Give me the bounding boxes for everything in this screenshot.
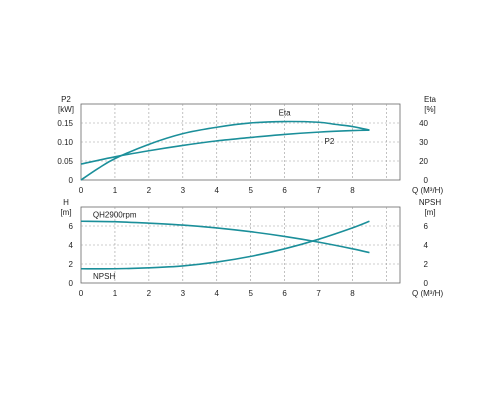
panel1-x-tick-label: 6 <box>282 186 287 195</box>
panel1-x-tick-label: 8 <box>350 186 355 195</box>
panel2-x-tick-label: 2 <box>147 289 152 298</box>
panel2-x-tick-label: 4 <box>215 289 220 298</box>
panel1-right-tick-label: 40 <box>419 119 428 128</box>
panel2-series-npsh-line <box>80 220 370 270</box>
panel2-left-tick-label: 6 <box>69 222 74 231</box>
panel2-left-tick-label: 2 <box>69 260 74 269</box>
panel1-right-tick-label: 0 <box>424 176 429 185</box>
panel2-x-tick-label: 0 <box>79 289 84 298</box>
panel2-right-tick-label: 4 <box>424 241 429 250</box>
panel1-left-tick-label: 0 <box>69 176 74 185</box>
panel2-left-tick-label: 0 <box>69 279 74 288</box>
panel2-series-qh2900rpm-label: QH2900rpm <box>93 211 137 220</box>
panel1-left-tick-label: 0.15 <box>57 119 73 128</box>
panel1-x-tick-label: 3 <box>181 186 186 195</box>
panel1-left-axis-title: P2 <box>61 95 71 104</box>
panel1-x-axis-title: Q (M³/H) <box>412 186 443 195</box>
panel2-x-tick-label: 6 <box>282 289 287 298</box>
panel1-x-tick-label: 2 <box>147 186 152 195</box>
panel1-x-tick-label: 1 <box>113 186 118 195</box>
panel2-left-axis-unit: [m] <box>60 208 71 217</box>
panel1-right-tick-label: 20 <box>419 157 428 166</box>
panel1-left-tick-label: 0.10 <box>57 138 73 147</box>
panel2-series-qh2900rpm-line <box>80 220 370 254</box>
panel1-series-p2-label: P2 <box>325 137 335 146</box>
panel1-x-tick-label: 4 <box>215 186 220 195</box>
panel2-right-tick-label: 6 <box>424 222 429 231</box>
panel1-left-tick-label: 0.05 <box>57 157 73 166</box>
panel1-x-tick-label: 0 <box>79 186 84 195</box>
panel2-x-axis-title: Q (M³/H) <box>412 289 443 298</box>
panel1-series-eta-label: Eta <box>279 109 292 118</box>
panel1-right-axis-unit: [%] <box>424 105 436 114</box>
panel2-x-tick-label: 1 <box>113 289 118 298</box>
panel1-x-tick-label: 7 <box>316 186 321 195</box>
panel2-left-tick-label: 4 <box>69 241 74 250</box>
panel2-x-tick-label: 3 <box>181 289 186 298</box>
panel1-right-tick-label: 30 <box>419 138 428 147</box>
panel2-x-tick-label: 5 <box>248 289 253 298</box>
panel2-right-tick-label: 2 <box>424 260 429 269</box>
panel1-right-axis-title: Eta <box>424 95 437 104</box>
panel2-series-npsh-label: NPSH <box>93 272 115 281</box>
panel1-series-p2-line <box>80 129 370 165</box>
panel2-x-tick-label: 7 <box>316 289 321 298</box>
panel1-x-tick-label: 5 <box>248 186 253 195</box>
panel2-left-axis-title: H <box>63 198 69 207</box>
panel2-x-tick-label: 8 <box>350 289 355 298</box>
panel2-right-tick-label: 0 <box>424 279 429 288</box>
panel1-series-eta-line <box>80 120 370 181</box>
panel1-plot-frame <box>80 103 401 181</box>
panel2-right-axis-title: NPSH <box>419 198 441 207</box>
panel2-right-axis-unit: [m] <box>424 208 435 217</box>
panel1-left-axis-unit: [kW] <box>58 105 74 114</box>
